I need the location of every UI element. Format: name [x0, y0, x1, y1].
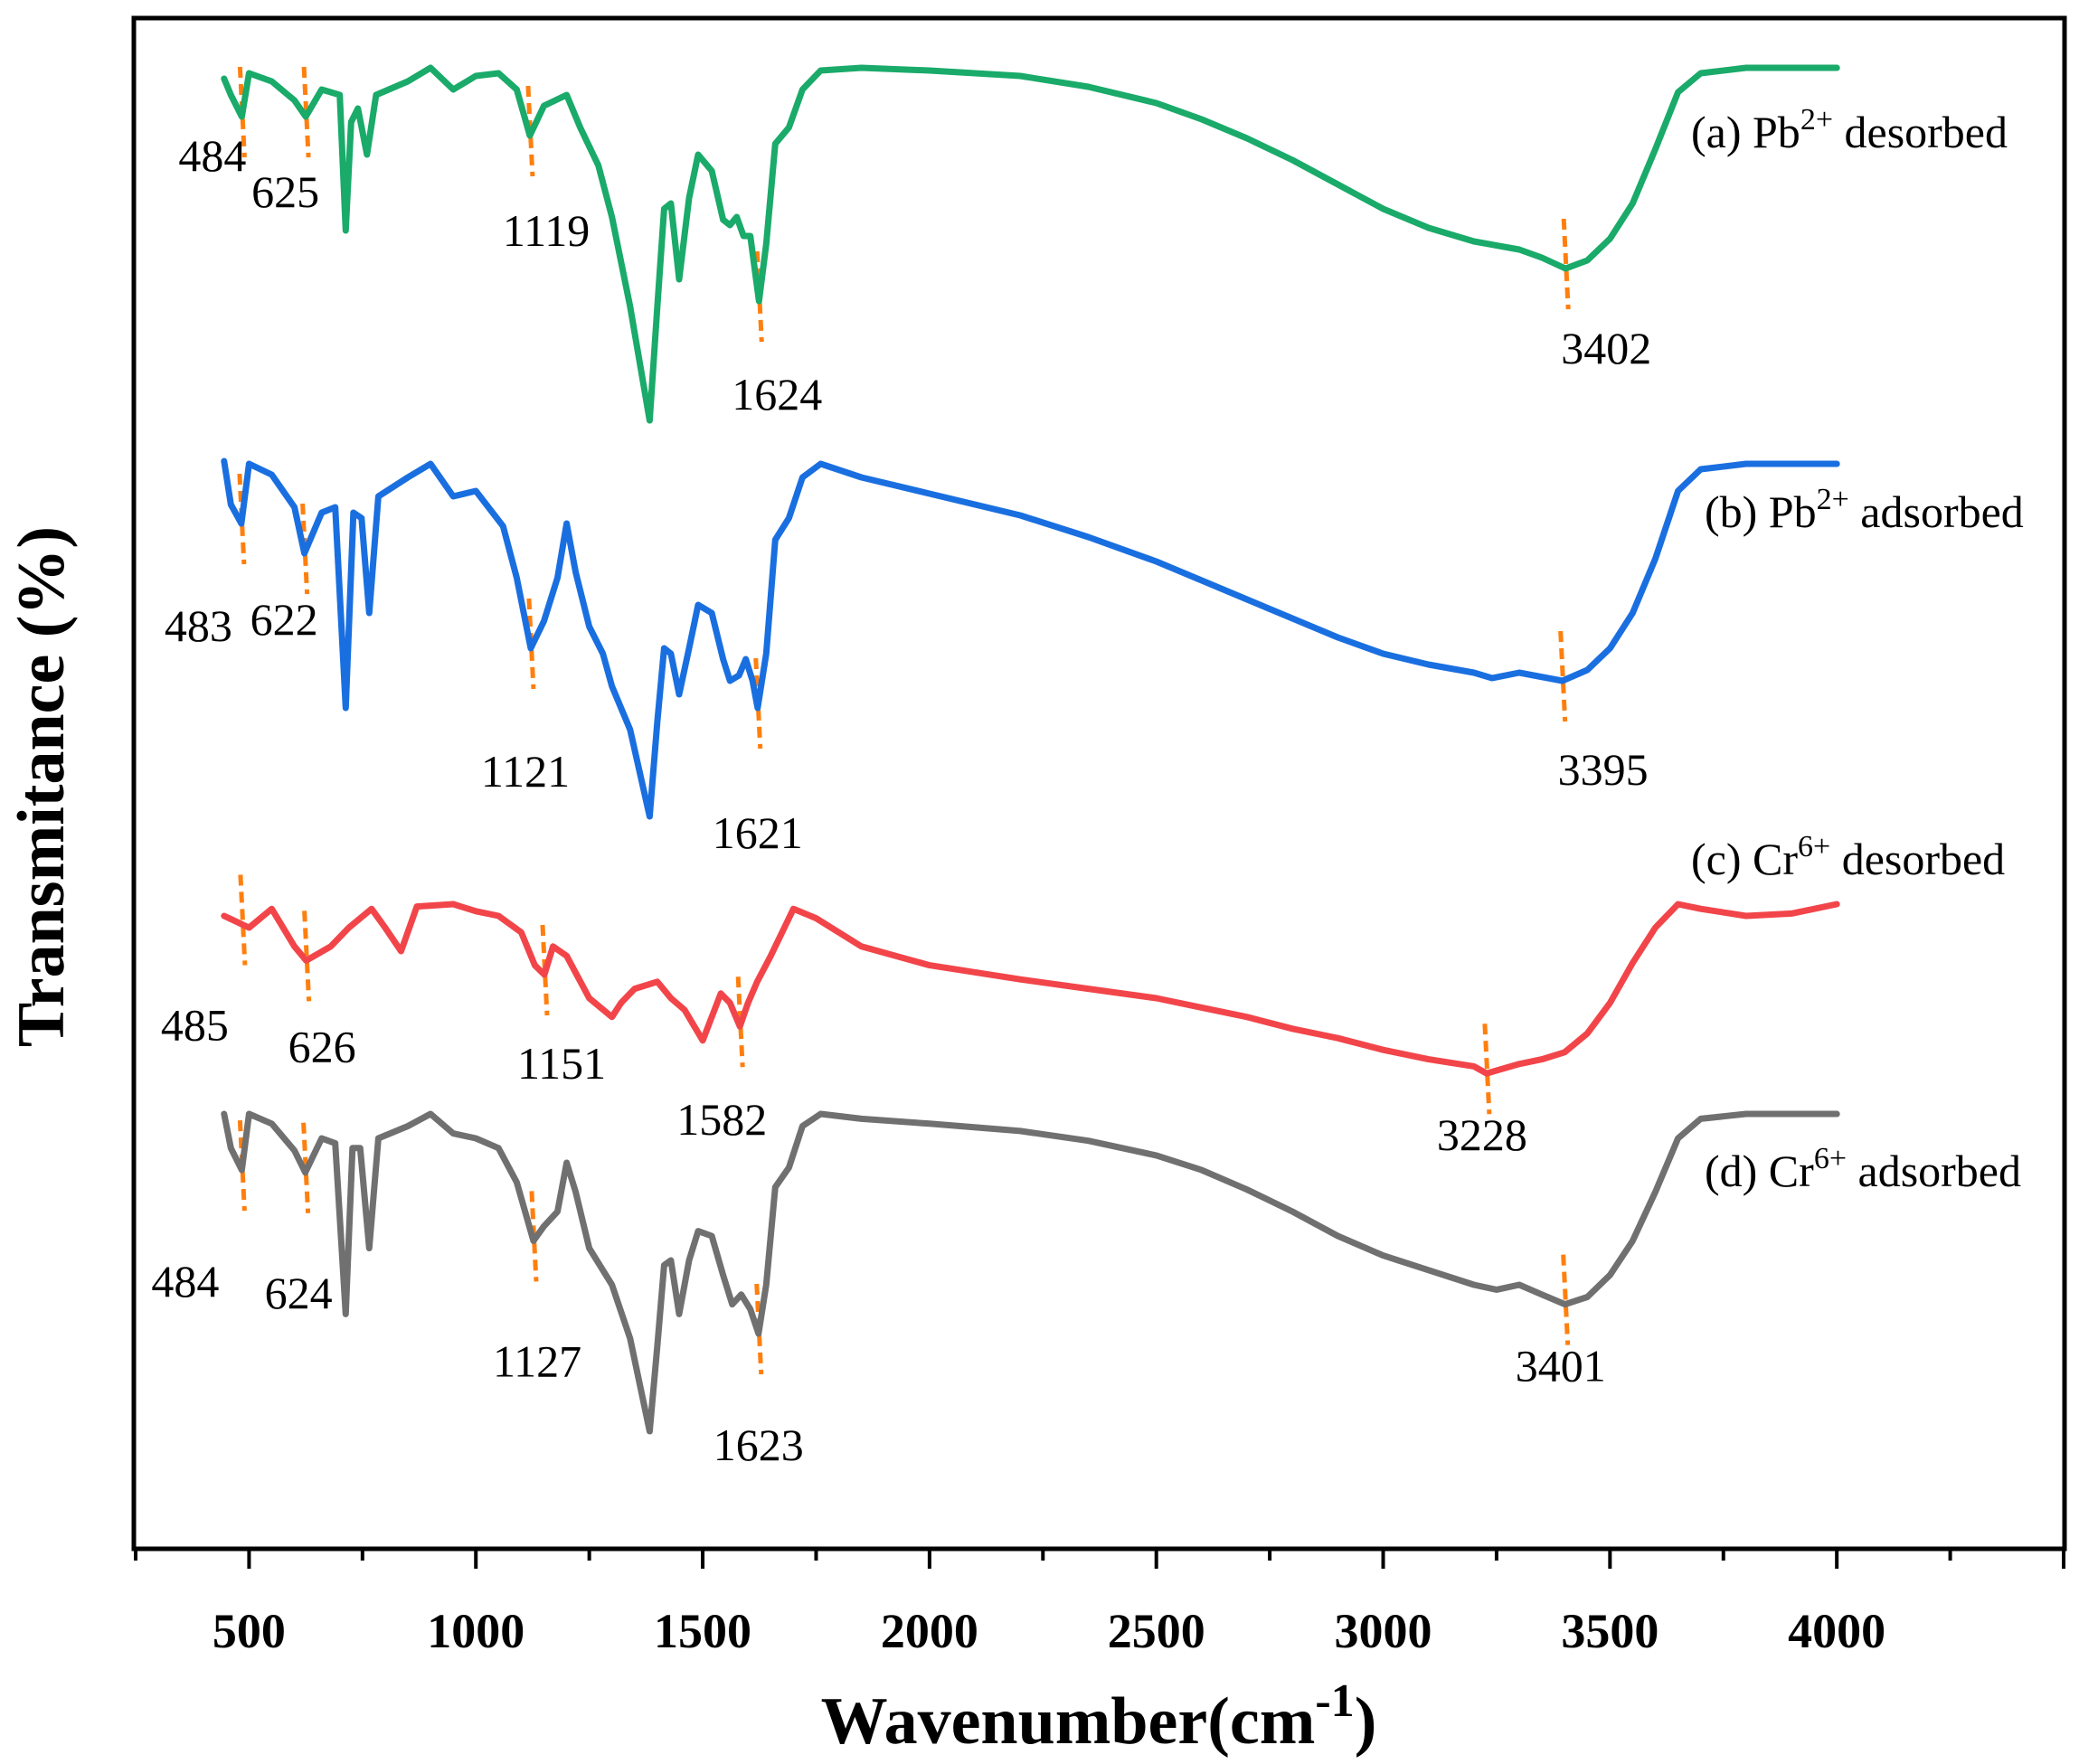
peak-label: 3401	[1516, 1341, 1606, 1391]
series-label: (a) Pb2+ desorbed	[1691, 103, 2008, 157]
x-axis-tick-labels: 500 1000 1500 2000 2500 3000 3500 4000	[213, 1604, 1885, 1658]
peak-label: 624	[265, 1268, 333, 1318]
peak-label: 1623	[713, 1420, 804, 1470]
peak-marker	[753, 657, 763, 750]
peak-label: 1582	[676, 1094, 767, 1145]
peak-marker	[1561, 218, 1571, 310]
x-tick-label: 3500	[1561, 1604, 1658, 1658]
plot-frame	[131, 15, 2067, 1552]
peak-marker	[525, 85, 535, 177]
peak-label: 626	[288, 1021, 356, 1071]
peak-marker	[1482, 1023, 1492, 1115]
x-tick-label: 500	[213, 1604, 286, 1658]
spectra	[221, 64, 1840, 1435]
peak-label: 625	[251, 166, 319, 217]
peak-label: 1151	[517, 1038, 606, 1089]
peak-marker	[1561, 1254, 1571, 1345]
series-labels: (a) Pb2+ desorbed (b) Pb2+ adsorbed (c) Cr…	[1691, 103, 2024, 1196]
peak-label: 622	[250, 594, 318, 645]
series-label: (c) Cr6+ desorbed	[1691, 830, 2005, 884]
peak-label: 484	[178, 130, 246, 181]
y-axis-title: Transmitance (%)	[5, 526, 79, 1047]
peak-label: 3402	[1561, 323, 1651, 373]
peak-label: 1119	[503, 205, 590, 256]
peak-marker	[301, 1122, 311, 1213]
peak-label: 483	[165, 600, 232, 651]
peak-marker	[237, 66, 247, 158]
peak-label: 484	[151, 1256, 219, 1306]
spectrum-line	[221, 64, 1840, 424]
series-label: (b) Pb2+ adsorbed	[1705, 483, 2024, 537]
peak-label: 485	[161, 999, 229, 1050]
x-tick-label: 2000	[881, 1604, 978, 1658]
peak-label: 1121	[481, 746, 570, 797]
peak-marker	[526, 598, 536, 690]
peak-label: 1621	[713, 807, 803, 858]
peak-marker	[1558, 630, 1568, 722]
peak-label: 1624	[732, 369, 822, 420]
peak-label: 1127	[493, 1335, 581, 1386]
peak-marker	[301, 66, 311, 158]
peak-marker	[754, 1283, 764, 1375]
spectrum-line	[221, 1110, 1840, 1435]
peak-label: 3228	[1437, 1109, 1527, 1160]
peak-marker	[529, 1191, 539, 1282]
x-tick-label: 3000	[1335, 1604, 1432, 1658]
peak-markers	[237, 66, 1571, 1375]
peak-marker	[735, 976, 745, 1068]
peak-marker	[237, 1119, 247, 1212]
peak-marker	[302, 910, 312, 1002]
x-axis-ticks	[134, 1549, 2065, 1569]
peak-marker	[238, 874, 248, 966]
x-tick-label: 1500	[654, 1604, 751, 1658]
peak-marker	[540, 924, 550, 1016]
x-tick-label: 2500	[1108, 1604, 1205, 1658]
series-label: (d) Cr6+ adsorbed	[1705, 1142, 2021, 1196]
spectrum-line	[221, 458, 1840, 820]
x-tick-label: 4000	[1788, 1604, 1885, 1658]
peak-marker	[754, 250, 764, 343]
spectrum-line	[221, 901, 1840, 1077]
x-tick-label: 1000	[427, 1604, 524, 1658]
x-axis-title: Wavenumber(cm-1)	[821, 1675, 1377, 1759]
peak-marker	[300, 503, 310, 595]
peak-marker	[237, 473, 247, 565]
peak-label: 3395	[1558, 744, 1649, 795]
